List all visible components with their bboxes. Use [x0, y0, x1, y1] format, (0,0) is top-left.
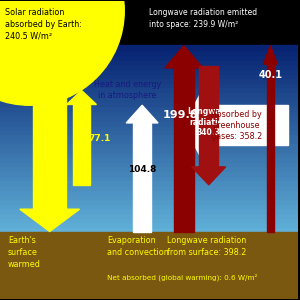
Bar: [134, 123, 151, 232]
Bar: [0, 91, 298, 97]
Text: 40.1: 40.1: [258, 70, 282, 80]
Bar: [0, 1, 298, 46]
Bar: [0, 68, 298, 74]
Text: Absorbed by
greenhouse
gases: 358.2: Absorbed by greenhouse gases: 358.2: [211, 110, 262, 141]
Bar: [0, 221, 298, 227]
Text: 199.8: 199.8: [163, 110, 199, 120]
Text: Net absorbed (global warming): 0.6 W/m²: Net absorbed (global warming): 0.6 W/m²: [107, 274, 258, 281]
Text: 77.1: 77.1: [88, 134, 111, 142]
Bar: [0, 161, 298, 167]
Bar: [0, 138, 298, 143]
Bar: [0, 119, 298, 124]
Bar: [0, 49, 298, 55]
Bar: [0, 175, 298, 180]
Bar: [0, 193, 298, 199]
Bar: [0, 207, 298, 213]
Text: Longwave
radiation
340.3: Longwave radiation 340.3: [187, 107, 231, 137]
Bar: [0, 152, 298, 157]
Bar: [0, 226, 298, 232]
Bar: [0, 184, 298, 190]
Bar: [0, 142, 298, 148]
Bar: [0, 58, 298, 64]
Text: Longwave radiation emitted
into space: 239.9 W/m²: Longwave radiation emitted into space: 2…: [149, 8, 257, 29]
Bar: [0, 45, 298, 50]
Bar: [0, 189, 298, 194]
Bar: [173, 68, 194, 232]
Bar: [0, 124, 298, 129]
Text: Solar radiation
absorbed by Earth:
240.5 W/m²: Solar radiation absorbed by Earth: 240.5…: [5, 8, 82, 40]
Bar: [0, 147, 298, 152]
Polygon shape: [20, 209, 80, 232]
Bar: [0, 170, 298, 176]
Bar: [0, 166, 298, 171]
Bar: [0, 232, 298, 299]
Bar: [0, 179, 298, 185]
Polygon shape: [263, 46, 277, 64]
Bar: [0, 212, 298, 218]
Text: Heat and energy
in atmosphere: Heat and energy in atmosphere: [94, 80, 161, 100]
Bar: [0, 105, 298, 111]
Polygon shape: [184, 85, 205, 165]
Bar: [0, 198, 298, 204]
Circle shape: [0, 0, 124, 105]
Bar: [0, 73, 298, 78]
Text: Earth's
surface
warmed: Earth's surface warmed: [8, 236, 41, 269]
Bar: [205, 105, 288, 145]
Bar: [0, 110, 298, 115]
Bar: [200, 65, 218, 167]
Text: 163.3: 163.3: [32, 140, 67, 150]
Text: Evaporation
and convection: Evaporation and convection: [107, 236, 169, 257]
Bar: [267, 64, 274, 232]
Bar: [0, 63, 298, 69]
Bar: [0, 202, 298, 208]
Text: Longwave radiation
from surface: 398.2: Longwave radiation from surface: 398.2: [167, 236, 246, 257]
Polygon shape: [126, 105, 158, 123]
Bar: [0, 96, 298, 101]
Bar: [0, 86, 298, 92]
Polygon shape: [67, 90, 96, 104]
Bar: [73, 104, 90, 185]
Bar: [33, 46, 66, 209]
Bar: [0, 82, 298, 87]
Bar: [0, 114, 298, 120]
Bar: [0, 217, 298, 222]
Text: 104.8: 104.8: [128, 165, 156, 174]
Polygon shape: [165, 46, 203, 68]
Bar: [0, 128, 298, 134]
Bar: [0, 100, 298, 106]
Bar: [0, 156, 298, 162]
Bar: [0, 54, 298, 60]
Polygon shape: [192, 167, 226, 185]
Bar: [0, 133, 298, 139]
Bar: [0, 77, 298, 83]
